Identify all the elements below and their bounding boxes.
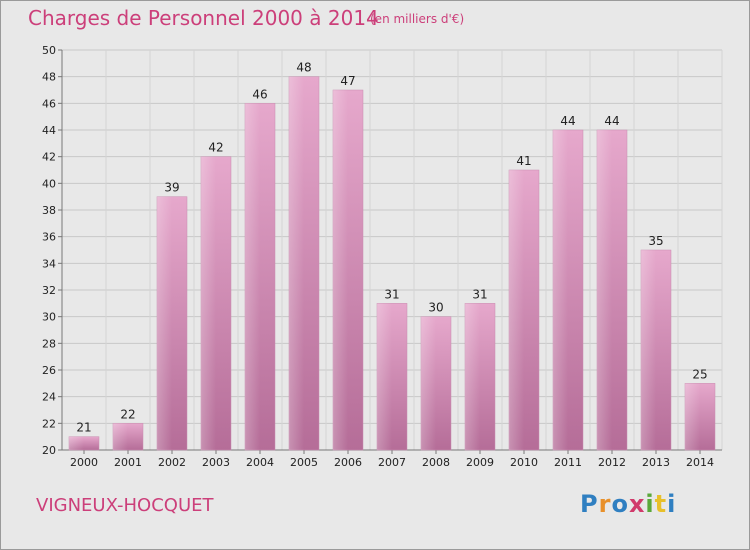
x-tick-label: 2002 [158,456,186,469]
y-tick-label: 44 [42,124,56,137]
bar-highlight [333,90,348,450]
y-tick-label: 30 [42,311,56,324]
chart-title: Charges de Personnel 2000 à 2014 [28,6,379,30]
x-tick-label: 2009 [466,456,494,469]
x-tick-label: 2001 [114,456,142,469]
bar-layer [68,76,716,451]
y-tick-label: 48 [42,71,56,84]
bar-highlight [201,156,216,450]
x-tick-label: 2014 [686,456,714,469]
bar-highlight [289,76,304,451]
y-tick-label: 32 [42,284,56,297]
y-tick-label: 50 [42,44,56,57]
x-tick-label: 2000 [70,456,98,469]
data-label: 30 [428,301,443,315]
y-tick-label: 20 [42,444,56,457]
y-tick-label: 22 [42,417,56,430]
y-tick-label: 36 [42,231,56,244]
bar-highlight [465,303,480,450]
x-tick-label: 2012 [598,456,626,469]
x-tick-label: 2006 [334,456,362,469]
data-label: 39 [164,181,179,195]
data-label: 31 [384,287,399,301]
data-label: 42 [208,141,223,155]
data-label: 21 [76,421,91,435]
x-tick-label: 2004 [246,456,274,469]
y-tick-label: 26 [42,364,56,377]
commune-name: VIGNEUX-HOCQUET [36,495,214,516]
chart-subtitle: (en milliers d'€) [370,12,465,26]
bar-highlight [641,250,656,450]
x-tick-label: 2003 [202,456,230,469]
y-tick-label: 38 [42,204,56,217]
bar-highlight [69,436,84,450]
data-label: 46 [252,87,267,101]
x-tick-label: 2008 [422,456,450,469]
bar-highlight [377,303,392,450]
proxiti-logo: Proxiti [580,490,676,518]
bar-highlight [113,423,128,450]
x-tick-label: 2005 [290,456,318,469]
data-label: 44 [560,114,575,128]
x-tick-label: 2011 [554,456,582,469]
data-label: 44 [604,114,619,128]
y-tick-label: 40 [42,177,56,190]
x-tick-label: 2013 [642,456,670,469]
data-label: 41 [516,154,531,168]
logo-text: Proxiti [580,490,677,518]
bar-highlight [157,196,172,450]
axis-layer: 20 22 24 26 28 30 32 34 36 38 40 42 44 46 48 50 2000 2001… [42,44,722,469]
data-label: 25 [692,367,707,381]
data-label: 31 [472,287,487,301]
y-tick-label: 42 [42,151,56,164]
bar-highlight [685,383,700,450]
data-label: 47 [340,74,355,88]
data-label: 48 [296,61,311,75]
bar-highlight [245,103,260,450]
bar-highlight [553,130,568,450]
y-tick-label: 24 [42,391,56,404]
y-tick-label: 28 [42,337,56,350]
bar-highlight [421,316,436,450]
x-tick-label: 2007 [378,456,406,469]
x-tick-label: 2010 [510,456,538,469]
data-label: 35 [648,234,663,248]
data-label: 22 [120,407,135,421]
bar-highlight [509,170,524,450]
y-tick-label: 34 [42,257,56,270]
bar-highlight [597,130,612,450]
y-tick-label: 46 [42,97,56,110]
label-layer: 21 22 39 42 46 48 47 31 30 31 41 44 44 35 25 [76,61,707,435]
